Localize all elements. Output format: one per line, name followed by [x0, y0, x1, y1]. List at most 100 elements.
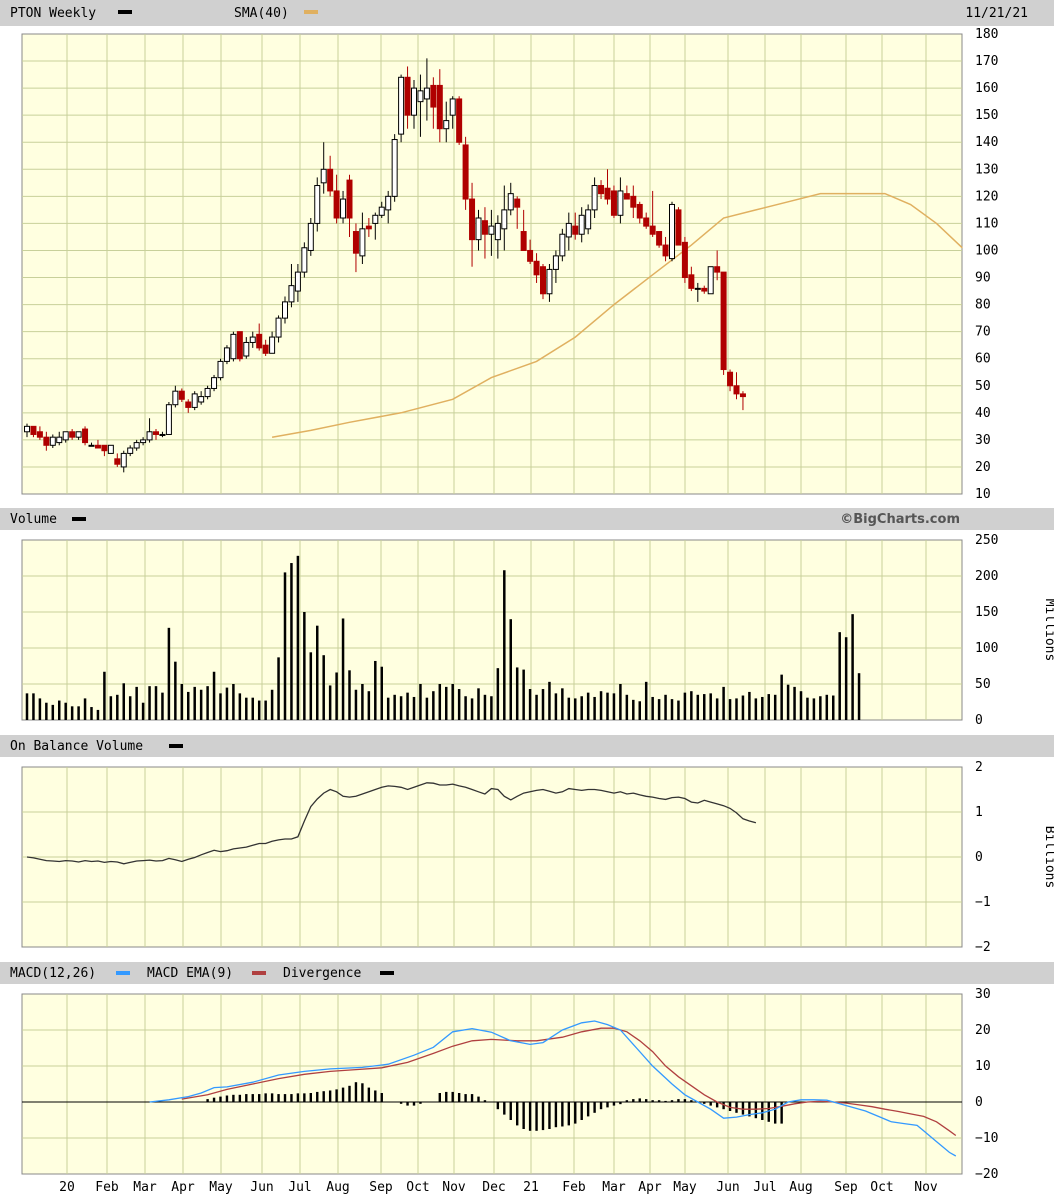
candle-down — [481, 220, 488, 235]
x-tick-label: Feb — [562, 1180, 586, 1195]
candle-down — [404, 76, 411, 116]
volume-bar — [219, 693, 222, 720]
candle-down — [185, 401, 192, 408]
obv-tick-label: −2 — [975, 940, 991, 955]
volume-bar — [109, 696, 113, 720]
divergence-bar — [328, 1090, 332, 1102]
divergence-bar — [503, 1102, 506, 1115]
macd-title: MACD(12,26) — [10, 966, 96, 981]
x-tick-label: Jul — [753, 1180, 776, 1195]
divergence-bar — [206, 1099, 209, 1102]
volume-bar — [625, 694, 629, 720]
volume-bar — [464, 696, 467, 720]
candle-down — [675, 209, 682, 246]
volume-bar — [748, 691, 751, 720]
volume-bar — [432, 691, 435, 720]
volume-bar — [277, 657, 280, 720]
candle-up — [243, 341, 250, 357]
candle-up — [359, 228, 366, 257]
divergence-bar — [535, 1102, 538, 1131]
volume-bar — [406, 692, 409, 720]
volume-bar — [367, 691, 371, 720]
price-tick-label: 90 — [975, 271, 991, 286]
divergence-bar — [277, 1094, 280, 1102]
macd-line — [149, 1020, 957, 1157]
macd-tick-label: 30 — [975, 987, 991, 1002]
candle-up — [669, 203, 675, 260]
volume-bar — [283, 572, 287, 720]
x-tick-label: May — [209, 1180, 233, 1195]
candlestick-series — [24, 58, 746, 473]
volume-tick-label: 250 — [975, 533, 998, 548]
candle-down — [114, 458, 121, 465]
divergence-bar — [735, 1102, 738, 1113]
macd-tick-label: 10 — [975, 1059, 991, 1074]
x-tick-label: Nov — [442, 1180, 466, 1195]
candle-up — [191, 393, 198, 408]
volume-bar — [767, 694, 770, 720]
candle-up — [88, 444, 95, 447]
candle-down — [462, 144, 469, 200]
x-tick-label: Dec — [482, 1180, 505, 1195]
volume-bar — [64, 702, 67, 720]
volume-axis-title: Millions — [1042, 599, 1054, 662]
volume-legend-swatch — [72, 517, 86, 521]
divergence-bar — [625, 1100, 629, 1102]
price-tick-label: 20 — [975, 460, 991, 475]
candle-down — [733, 385, 740, 395]
candle-down — [236, 331, 243, 360]
candle-up — [223, 347, 230, 362]
volume-bar — [412, 696, 416, 720]
volume-bar — [574, 698, 577, 720]
volume-bar — [761, 696, 764, 720]
volume-tick-label: 100 — [975, 641, 998, 656]
candle-up — [340, 198, 347, 219]
divergence-bar — [367, 1087, 371, 1102]
volume-bar — [348, 670, 351, 720]
macd-legend-swatch — [116, 971, 130, 975]
volume-bar — [212, 671, 216, 720]
candle-up — [275, 317, 282, 338]
divergence-bar — [703, 1102, 706, 1104]
divergence-bar — [574, 1102, 577, 1124]
bigcharts-credit: ©BigCharts.com — [840, 512, 960, 527]
macd-ema-line — [181, 1027, 957, 1137]
divergence-bar — [477, 1096, 480, 1102]
candle-up — [288, 285, 295, 303]
price-tick-label: 60 — [975, 352, 991, 367]
x-tick-label: Mar — [602, 1180, 626, 1195]
divergence-bar — [412, 1102, 416, 1106]
divergence-bar — [322, 1091, 325, 1102]
obv-tick-label: 2 — [975, 760, 983, 775]
candle-down — [630, 195, 637, 208]
divergence-bar — [754, 1102, 758, 1119]
candle-down — [636, 203, 643, 219]
price-header-bar — [0, 0, 1054, 26]
divergence-bar — [761, 1102, 764, 1120]
candle-down — [30, 425, 37, 435]
candle-down — [333, 190, 340, 219]
divergence-bar — [664, 1100, 667, 1102]
volume-bars — [25, 555, 861, 720]
volume-bar — [70, 706, 74, 720]
candle-up — [314, 185, 321, 224]
obv-header-bar — [0, 735, 1054, 757]
volume-bar — [554, 693, 558, 720]
candle-down — [701, 287, 708, 292]
divergence-bar — [561, 1102, 564, 1127]
candle-up — [127, 447, 134, 454]
divergence-bar — [483, 1100, 487, 1102]
candle-down — [623, 193, 630, 200]
chart-date: 11/21/21 — [965, 6, 1028, 21]
divergence-bar — [619, 1102, 622, 1105]
macd-tick-label: 0 — [975, 1095, 983, 1110]
candle-up — [552, 255, 559, 270]
divergence-bar — [651, 1100, 654, 1102]
macd-ema-legend-swatch — [252, 971, 266, 975]
volume-bar — [722, 686, 725, 720]
volume-bar — [715, 698, 719, 720]
divergence-bar — [632, 1099, 635, 1102]
candle-down — [256, 333, 263, 349]
candle-up — [120, 452, 127, 468]
divergence-bar — [496, 1102, 500, 1110]
